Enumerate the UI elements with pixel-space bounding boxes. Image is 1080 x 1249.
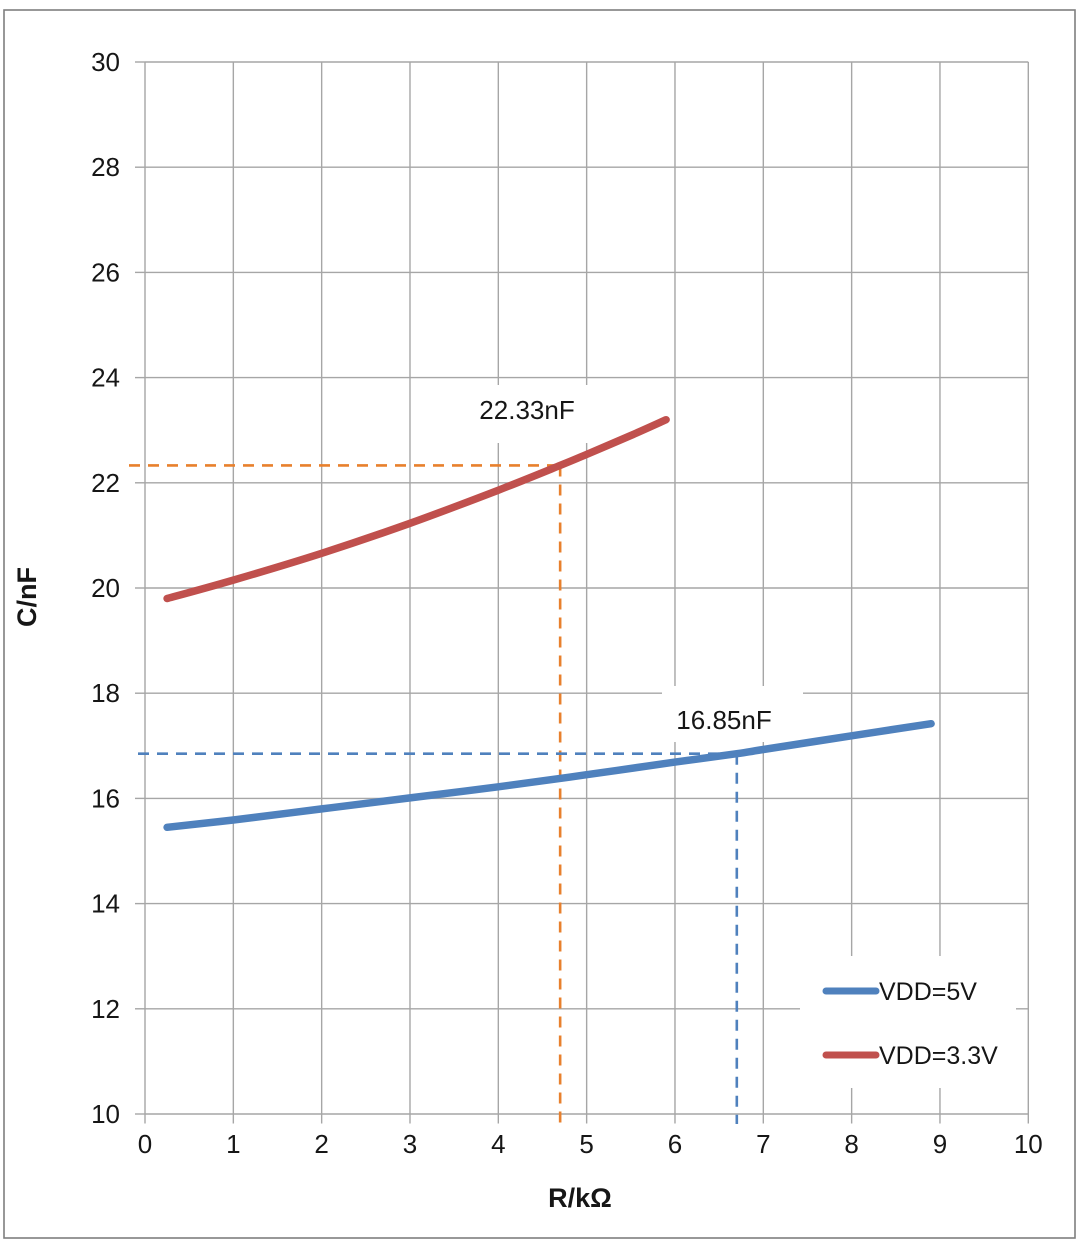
y-tick-label: 26 — [91, 257, 120, 287]
series-curve-vdd-5v — [163, 719, 935, 832]
annotation-label: 16.85nF — [676, 705, 771, 735]
figure-border — [3, 9, 1076, 1239]
annotation-background — [662, 686, 803, 742]
y-tick-label: 14 — [91, 889, 120, 919]
x-tick-label: 10 — [1014, 1129, 1043, 1159]
legend-item-label: VDD=5V — [879, 978, 977, 1006]
annotation-background — [464, 385, 590, 443]
x-tick-label: 6 — [668, 1129, 682, 1159]
y-tick-label: 20 — [91, 573, 120, 603]
x-tick-label: 8 — [844, 1129, 858, 1159]
y-tick-label: 30 — [91, 47, 120, 77]
x-tick-label: 5 — [579, 1129, 593, 1159]
series-curve-vdd-3-3v — [163, 415, 670, 603]
x-tick-label: 7 — [756, 1129, 770, 1159]
x-tick-label: 3 — [403, 1129, 417, 1159]
y-tick-label: 12 — [91, 994, 120, 1024]
x-tick-label: 1 — [226, 1129, 240, 1159]
x-tick-label: 9 — [933, 1129, 947, 1159]
x-tick-label: 0 — [138, 1129, 152, 1159]
y-tick-label: 18 — [91, 678, 120, 708]
y-tick-label: 22 — [91, 468, 120, 498]
y-tick-label: 10 — [91, 1099, 120, 1129]
x-axis-title: R/kΩ — [548, 1183, 612, 1213]
y-tick-label: 24 — [91, 363, 120, 393]
y-axis-title: C/nF — [12, 567, 42, 627]
legend-item-label: VDD=3.3V — [879, 1042, 998, 1070]
annotation-label: 22.33nF — [479, 395, 574, 425]
y-tick-label: 28 — [91, 152, 120, 182]
x-tick-label: 4 — [491, 1129, 505, 1159]
legend-background — [800, 956, 1016, 1088]
y-tick-label: 16 — [91, 783, 120, 813]
x-tick-label: 2 — [314, 1129, 328, 1159]
